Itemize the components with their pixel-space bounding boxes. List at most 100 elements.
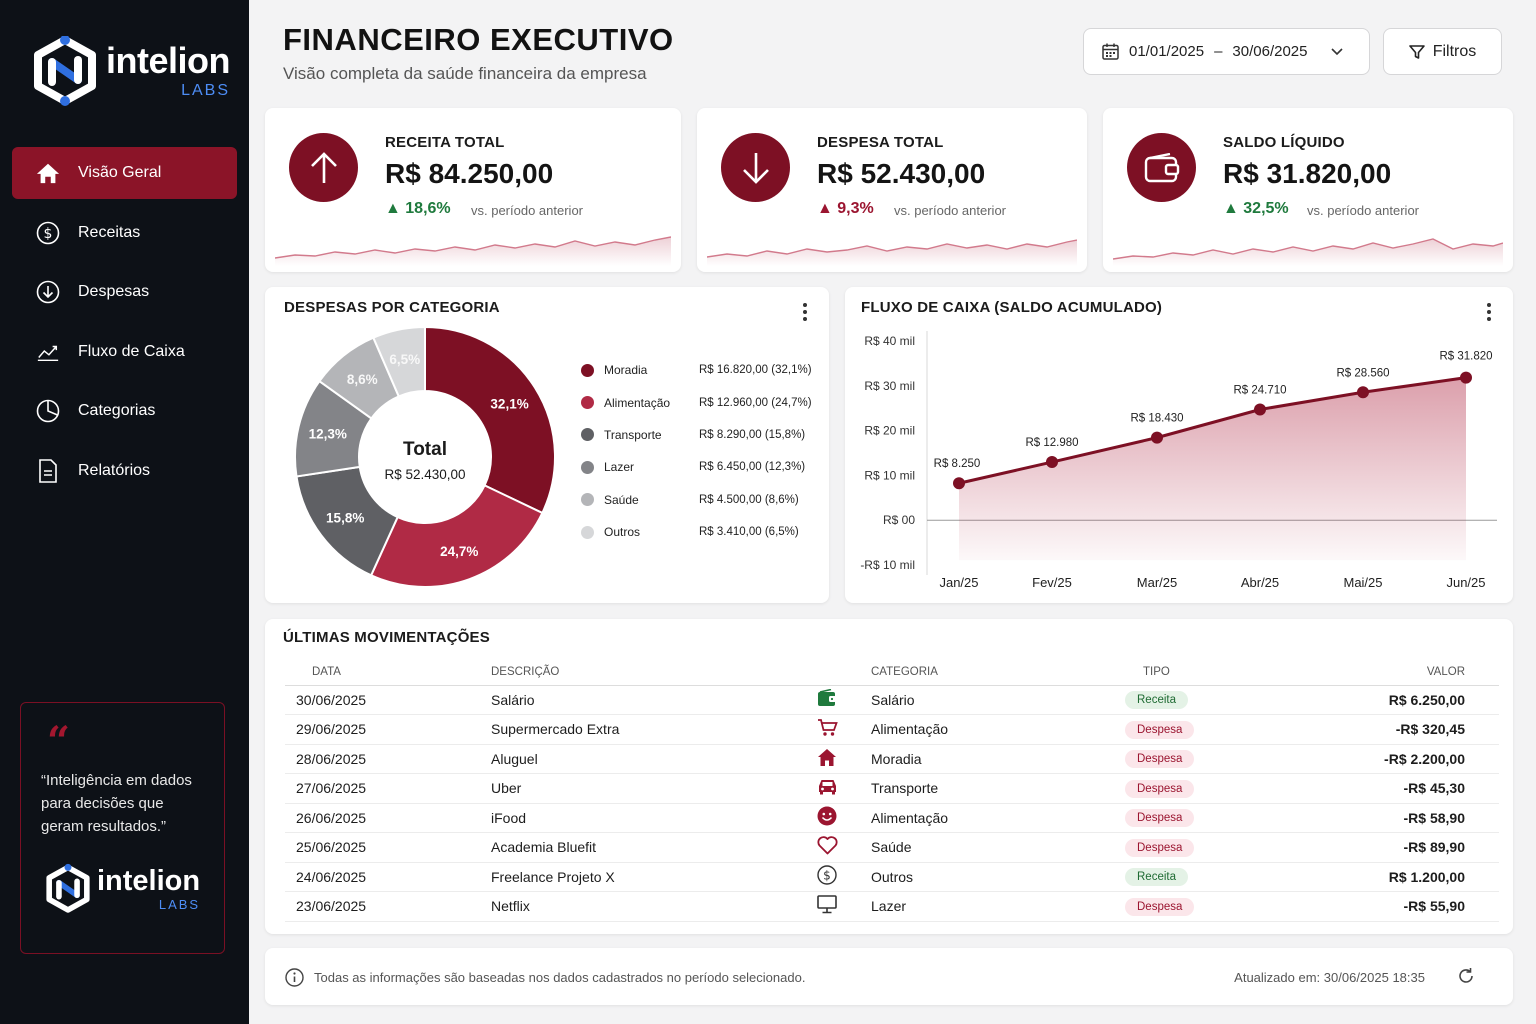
table-row[interactable]: 27/06/2025 Uber Transporte Despesa -R$ 45,30 (285, 773, 1499, 804)
y-tick-label: R$ 40 mil (864, 334, 915, 348)
sidebar-item-despesas[interactable]: Despesas (12, 266, 237, 318)
table-row[interactable]: 26/06/2025 iFood Alimentação Despesa -R$ 58,… (285, 803, 1499, 833)
smile-icon (811, 803, 871, 833)
sidebar-item-visao-geral[interactable]: Visão Geral (12, 147, 237, 199)
table-row[interactable]: 29/06/2025 Supermercado Extra Alimentação D… (285, 714, 1499, 745)
donut-center-value: R$ 52.430,00 (384, 467, 465, 482)
legend-item[interactable]: Transporte R$ 8.290,00 (15,8%) (581, 419, 821, 451)
data-point[interactable] (1357, 386, 1369, 399)
table-row[interactable]: 25/06/2025 Academia Bluefit Saúde Despesa -R… (285, 832, 1499, 863)
quote-text: “Inteligência em dados para decisões que… (41, 772, 192, 835)
slice-label: 6,5% (389, 352, 420, 367)
refresh-icon[interactable] (1457, 967, 1475, 985)
row-description: Aluguel (491, 744, 811, 774)
panel-title: FLUXO DE CAIXA (SALDO ACUMULADO) (861, 299, 1163, 316)
donut-slice[interactable] (424, 325, 556, 515)
updated-label: Atualizado em: (1234, 970, 1321, 985)
filter-button[interactable]: Filtros (1383, 28, 1502, 75)
x-tick-label: Mai/25 (1343, 575, 1382, 590)
quote-logo: intelion LABS (45, 863, 200, 915)
legend-item[interactable]: Alimentação R$ 12.960,00 (24,7%) (581, 386, 821, 418)
row-category: Salário (871, 685, 1125, 715)
row-description: Academia Bluefit (491, 832, 811, 863)
data-point[interactable] (1254, 403, 1266, 416)
kpi-compare: vs. período anterior (894, 203, 1007, 218)
document-icon (36, 458, 60, 483)
legend-item[interactable]: Moradia R$ 16.820,00 (32,1%) (581, 354, 821, 386)
date-start: 01/01/2025 (1129, 43, 1205, 60)
kpi-value: R$ 52.430,00 (817, 158, 986, 189)
sidebar-item-relatorios[interactable]: Relatórios (12, 445, 237, 497)
more-options-icon[interactable] (1487, 303, 1491, 321)
cash-flow-chart: R$ 40 mil R$ 30 mil R$ 20 mil R$ 10 mil R$ 0… (860, 331, 1497, 590)
slice-label: 15,8% (326, 510, 364, 525)
row-value: -R$ 320,45 (1295, 714, 1499, 745)
info-icon (285, 968, 304, 987)
legend-item[interactable]: Saúde R$ 4.500,00 (8,6%) (581, 484, 821, 516)
transactions-panel: ÚLTIMAS MOVIMENTAÇÕES DATA DESCRIÇÃO CAT… (265, 619, 1513, 934)
row-date: 26/06/2025 (285, 803, 491, 833)
row-date: 30/06/2025 (285, 685, 491, 715)
col-desc[interactable]: DESCRIÇÃO (491, 659, 811, 686)
brand-name: intelion (97, 865, 201, 897)
type-badge: Receita (1125, 691, 1188, 710)
kpi-sparkline (275, 236, 671, 266)
legend-value: R$ 4.500,00 (8,6%) (699, 493, 799, 506)
date-range-picker[interactable]: 01/01/2025 – 30/06/2025 (1083, 28, 1370, 75)
cart-icon (811, 714, 871, 745)
col-category[interactable]: CATEGORIA (871, 659, 1125, 686)
legend-value: R$ 6.450,00 (12,3%) (699, 461, 806, 474)
col-date[interactable]: DATA (285, 659, 491, 686)
data-point[interactable] (953, 477, 965, 490)
car-icon (811, 773, 871, 804)
sidebar-item-categorias[interactable]: Categorias (12, 385, 237, 437)
kpi-value: R$ 31.820,00 (1223, 158, 1392, 189)
footer-note: Todas as informações são baseadas nos da… (285, 968, 805, 987)
legend-label: Transporte (604, 427, 662, 442)
legend-item[interactable]: Outros R$ 3.410,00 (6,5%) (581, 516, 821, 548)
sidebar-item-receitas[interactable]: $ Receitas (12, 207, 237, 259)
table-header-row: DATA DESCRIÇÃO CATEGORIA TIPO VALOR (285, 659, 1499, 686)
legend-item[interactable]: Lazer R$ 6.450,00 (12,3%) (581, 451, 821, 483)
updated-value: 30/06/2025 18:35 (1323, 970, 1425, 985)
sidebar-item-fluxo-de-caixa[interactable]: Fluxo de Caixa (12, 326, 237, 378)
data-point[interactable] (1460, 371, 1472, 384)
quote-box: “ “Inteligência em dados para decisões q… (20, 702, 225, 954)
kpi-value: R$ 84.250,00 (385, 158, 554, 189)
row-description: Salário (491, 685, 811, 715)
pie-chart-icon (36, 399, 60, 423)
filter-label: Filtros (1432, 42, 1477, 60)
row-date: 28/06/2025 (285, 744, 491, 774)
dollar-circle-icon: $ (811, 862, 871, 892)
col-value[interactable]: VALOR (1295, 659, 1499, 686)
row-category: Transporte (871, 773, 1125, 804)
table-row[interactable]: 28/06/2025 Aluguel Moradia Despesa -R$ 2.200… (285, 744, 1499, 774)
y-tick-label: R$ 10 mil (864, 468, 915, 482)
table-row[interactable]: 24/06/2025 Freelance Projeto X $ Outros Rece… (285, 862, 1499, 892)
type-badge: Despesa (1125, 779, 1195, 798)
page-title: FINANCEIRO EXECUTIVO (283, 22, 674, 57)
data-label: R$ 12.980 (1025, 437, 1078, 449)
dollar-circle-icon: $ (36, 221, 60, 245)
type-badge: Despesa (1125, 838, 1195, 857)
brand-sub: LABS (181, 82, 230, 99)
brand-logo[interactable]: intelion LABS (32, 36, 231, 106)
date-separator: – (1214, 43, 1223, 60)
kpi-delta: ▲ 18,6% (385, 200, 451, 217)
donut-center-title: Total (403, 439, 447, 460)
more-options-icon[interactable] (803, 303, 807, 321)
kpi-card-receita: RECEITA TOTAL R$ 84.250,00 ▲ 18,6% vs. p… (265, 108, 681, 272)
legend-value: R$ 16.820,00 (32,1%) (699, 364, 812, 377)
row-description: Uber (491, 773, 811, 804)
sidebar: intelion LABS Visão Geral $ Receitas Des… (0, 0, 249, 1024)
legend-swatch (581, 428, 594, 442)
table-row[interactable]: 30/06/2025 Salário Salário Receita R$ 6.250,… (285, 685, 1499, 715)
type-badge: Despesa (1125, 720, 1195, 739)
quote-mark-icon: “ (47, 718, 71, 765)
data-point[interactable] (1151, 431, 1163, 444)
panel-title: DESPESAS POR CATEGORIA (284, 299, 500, 316)
table-row[interactable]: 23/06/2025 Netflix Lazer Despesa -R$ 55,90 (285, 891, 1499, 922)
data-point[interactable] (1046, 456, 1058, 469)
col-type[interactable]: TIPO (1125, 659, 1295, 686)
legend-value: R$ 3.410,00 (6,5%) (699, 526, 799, 539)
